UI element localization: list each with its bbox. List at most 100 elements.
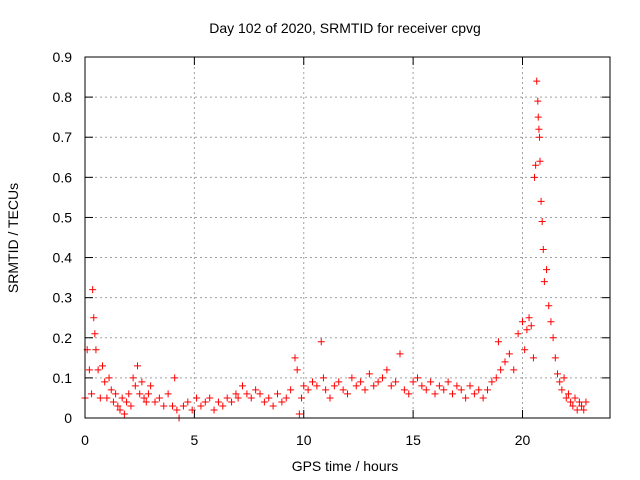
data-point <box>247 394 255 402</box>
data-point <box>287 386 295 394</box>
data-point <box>580 406 588 414</box>
data-point <box>105 374 113 382</box>
data-point <box>527 322 535 330</box>
data-point <box>112 390 120 398</box>
data-point <box>400 386 408 394</box>
data-point <box>330 382 338 390</box>
data-point <box>335 378 343 386</box>
data-point <box>134 362 141 370</box>
data-point <box>144 390 152 398</box>
y-tick-label: 0 <box>64 410 72 426</box>
data-point <box>184 398 192 406</box>
data-point <box>494 338 502 346</box>
data-point <box>534 97 542 105</box>
data-point <box>540 278 548 286</box>
data-point <box>510 366 518 374</box>
data-point <box>127 402 135 410</box>
plot-frame <box>84 56 611 419</box>
data-point <box>260 398 268 406</box>
data-point <box>125 390 133 398</box>
data-point <box>352 382 360 390</box>
data-point <box>274 390 281 398</box>
data-point <box>116 406 124 414</box>
data-point <box>103 394 111 402</box>
data-point <box>431 390 439 398</box>
data-point <box>94 366 102 374</box>
data-point <box>90 314 98 322</box>
data-point <box>206 394 214 402</box>
data-point <box>129 374 137 382</box>
data-point <box>138 378 146 386</box>
data-point <box>535 125 543 133</box>
data-point <box>169 402 176 410</box>
data-point <box>114 402 122 410</box>
data-point <box>514 330 522 338</box>
data-point <box>525 314 533 322</box>
y-axis-label: SRMTID / TECUs <box>5 183 21 293</box>
data-point <box>545 302 553 310</box>
data-point <box>317 338 325 346</box>
data-point <box>575 398 583 406</box>
data-point <box>533 77 541 85</box>
data-point <box>396 350 404 358</box>
data-point <box>293 366 301 374</box>
data-point <box>418 382 426 390</box>
data-point <box>210 406 218 414</box>
x-axis-label: GPS time / hours <box>292 458 399 474</box>
axis-ticks: 0 0.1 0.2 0.3 0.4 0.5 0.6 0.7 0.8 0.9 0 5 10 15 20 <box>53 49 610 448</box>
data-point <box>136 390 144 398</box>
data-point <box>564 390 572 398</box>
x-tick-label: 0 <box>81 432 89 448</box>
data-point <box>370 382 378 390</box>
data-point <box>282 394 290 402</box>
data-point <box>466 382 474 390</box>
data-point <box>551 354 559 362</box>
data-point <box>291 354 299 362</box>
data-point <box>107 386 115 394</box>
y-tick-label: 0.7 <box>53 129 73 145</box>
y-tick-label: 0.2 <box>53 330 73 346</box>
data-point <box>101 378 109 386</box>
data-point <box>322 386 330 394</box>
y-tick-label: 0.8 <box>53 89 73 105</box>
data-point <box>537 197 545 205</box>
data-point <box>536 133 544 141</box>
y-tick-label: 0.5 <box>53 209 73 225</box>
data-point <box>89 286 97 294</box>
data-point <box>239 382 246 390</box>
data-point <box>534 113 542 121</box>
data-point <box>164 390 172 398</box>
data-point <box>567 398 575 406</box>
data-point <box>409 378 417 386</box>
data-point <box>120 410 128 418</box>
data-point <box>539 246 547 254</box>
data-point <box>449 390 456 398</box>
data-point <box>573 406 581 414</box>
data-point <box>365 370 373 378</box>
data-point <box>234 394 242 402</box>
data-point <box>91 330 99 338</box>
data-point <box>228 398 236 406</box>
x-tick-label: 10 <box>296 432 312 448</box>
data-point <box>440 386 448 394</box>
data-point <box>457 386 465 394</box>
data-point <box>269 402 277 410</box>
data-point <box>562 394 570 402</box>
data-point <box>223 394 231 402</box>
data-point <box>536 157 544 165</box>
data-point <box>571 394 579 402</box>
data-point <box>304 386 312 394</box>
data-point <box>556 378 564 386</box>
data-point <box>392 378 400 386</box>
data-point <box>492 374 500 382</box>
data-point <box>160 402 168 410</box>
data-point <box>193 394 201 402</box>
data-point <box>470 390 478 398</box>
data-point <box>569 402 577 410</box>
data-point <box>252 386 260 394</box>
data-point <box>578 402 586 410</box>
data-point <box>96 394 104 402</box>
data-point <box>309 378 316 386</box>
data-point <box>405 390 413 398</box>
